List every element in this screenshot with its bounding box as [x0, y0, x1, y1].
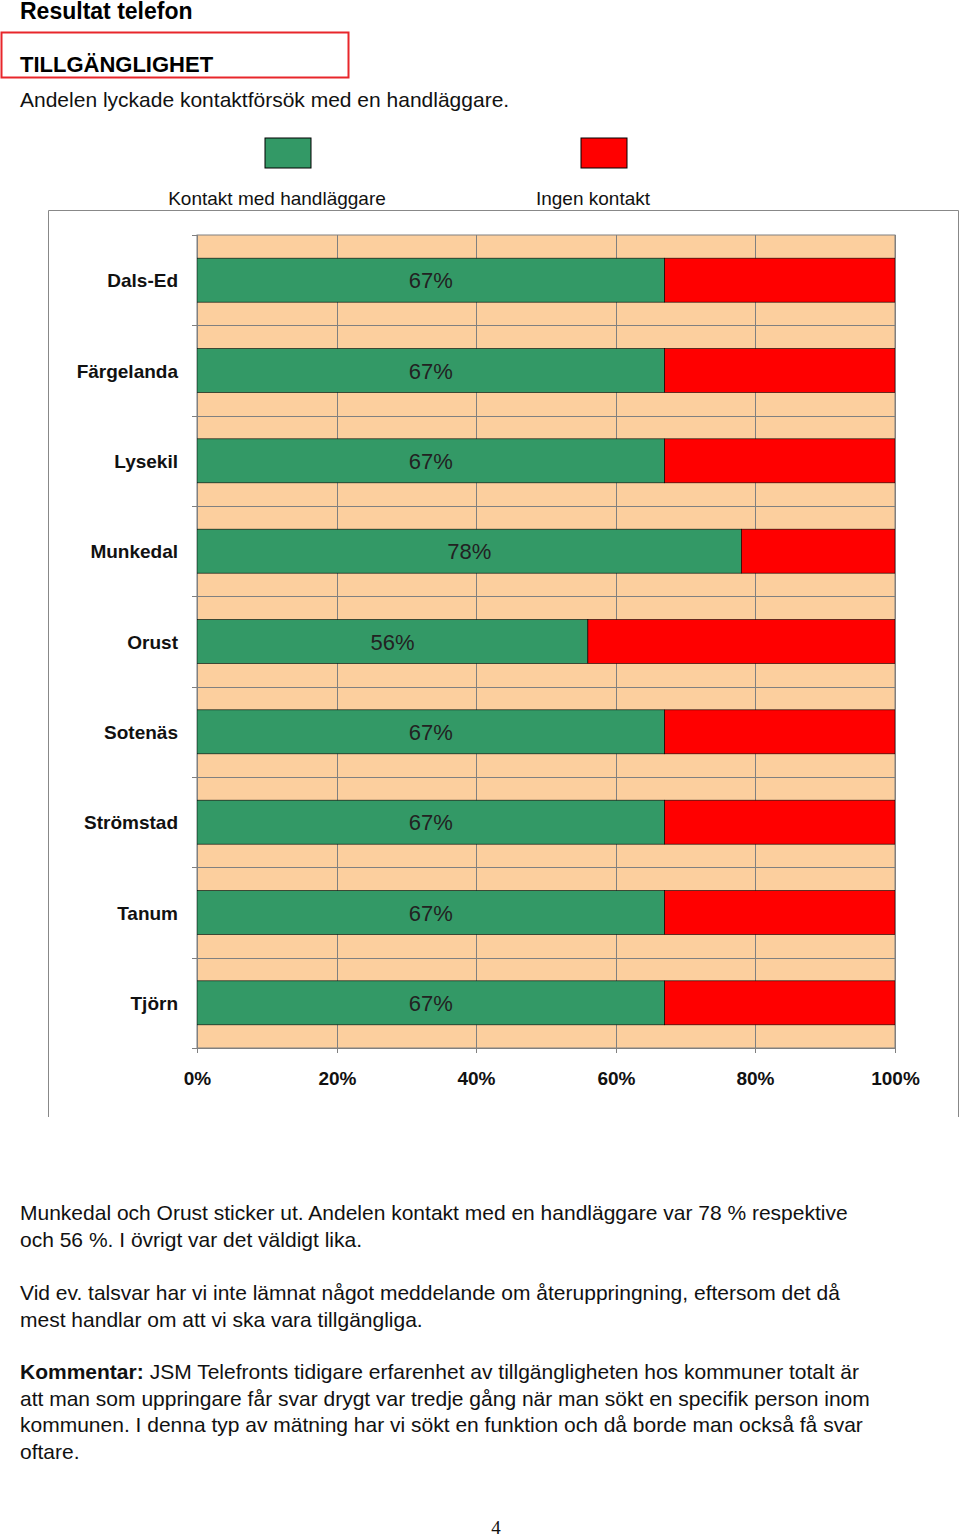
- value-tick: [616, 1048, 617, 1053]
- data-label: 67%: [409, 449, 453, 474]
- bar-segment: [197, 800, 665, 844]
- grid-line: [895, 235, 896, 1048]
- body-text: Vid ev. talsvar har vi inte lämnat något…: [20, 1281, 840, 1304]
- bar-segment: [588, 620, 895, 664]
- bar-segment: [197, 349, 665, 393]
- bar-segment: [665, 349, 895, 393]
- category-tick: [192, 687, 197, 688]
- band-line: [197, 958, 895, 959]
- tick-label: 20%: [318, 1068, 356, 1089]
- bar-segment: [665, 439, 895, 483]
- data-label: 78%: [447, 539, 491, 564]
- comment-label: Kommentar:: [20, 1360, 144, 1383]
- band-line: [197, 777, 895, 778]
- band-line: [197, 596, 895, 597]
- data-label: 67%: [409, 359, 453, 384]
- body-text: JSM Telefronts tidigare erfarenhet av ti…: [150, 1360, 859, 1383]
- category-tick: [192, 958, 197, 959]
- value-axis: [197, 1048, 895, 1049]
- category-label: Sotenäs: [104, 722, 178, 743]
- category-label: Munkedal: [90, 541, 178, 562]
- category-tick: [192, 867, 197, 868]
- legend-label: Kontakt med handläggare: [168, 188, 386, 209]
- category-label: Lysekil: [114, 451, 178, 472]
- body-text: och 56 %. I övrigt var det väldigt lika.: [20, 1228, 362, 1251]
- category-tick: [192, 325, 197, 326]
- section-box: [2, 33, 349, 78]
- category-tick: [192, 235, 197, 236]
- data-label: 67%: [409, 901, 453, 926]
- category-tick: [192, 777, 197, 778]
- page-number: 4: [491, 1517, 501, 1536]
- category-tick: [192, 1048, 197, 1049]
- band-line: [197, 867, 895, 868]
- tick-label: 0%: [184, 1068, 212, 1089]
- value-tick: [895, 1048, 896, 1053]
- page-title: Resultat telefon: [20, 0, 193, 24]
- data-label: 67%: [409, 268, 453, 293]
- category-tick: [192, 416, 197, 417]
- bar-segment: [665, 710, 895, 754]
- data-labels: 67% 67% 67% 78% 56% 67% 67% 67% 67%: [370, 268, 491, 1016]
- category-label: Tanum: [117, 903, 178, 924]
- category-label: Tjörn: [131, 993, 179, 1014]
- bar-segment: [665, 981, 895, 1025]
- category-label: Orust: [127, 632, 178, 653]
- section-title: TILLGÄNGLIGHET: [20, 52, 214, 77]
- body-text: att man som uppringare får svar drygt va…: [20, 1387, 870, 1410]
- body-text: kommunen. I denna typ av mätning har vi …: [20, 1413, 863, 1436]
- category-label: Färgelanda: [77, 361, 179, 382]
- page: Resultat telefon TILLGÄNGLIGHET Andelen ly…: [0, 0, 960, 1536]
- plot-area: [197, 235, 895, 1048]
- bar-segment: [665, 891, 895, 935]
- bar-segment: [741, 529, 895, 573]
- tick-label: 40%: [457, 1068, 495, 1089]
- bar-segment: [197, 891, 665, 935]
- tick-label: 80%: [736, 1068, 774, 1089]
- band-line: [197, 325, 895, 326]
- bar-segment: [197, 439, 665, 483]
- category-label: Dals-Ed: [107, 270, 178, 291]
- chart-frame: [49, 211, 959, 1118]
- category-tick: [192, 506, 197, 507]
- value-tick: [197, 1048, 198, 1053]
- data-label: 67%: [409, 810, 453, 835]
- legend-swatch: [581, 138, 627, 168]
- bar-segment: [197, 258, 665, 302]
- tick-label: 60%: [597, 1068, 635, 1089]
- data-label: 67%: [409, 991, 453, 1016]
- subtitle: Andelen lyckade kontaktförsök med en han…: [20, 88, 509, 111]
- legend-label: Ingen kontakt: [536, 188, 651, 209]
- body-text: Munkedal och Orust sticker ut. Andelen k…: [20, 1201, 848, 1224]
- bar-segment: [665, 800, 895, 844]
- bar-segment: [665, 258, 895, 302]
- value-tick: [476, 1048, 477, 1053]
- value-tick: [337, 1048, 338, 1053]
- bar-segment: [197, 529, 741, 573]
- bars: [197, 258, 895, 1025]
- band-line: [197, 506, 895, 507]
- category-label: Strömstad: [84, 812, 178, 833]
- band-line: [197, 687, 895, 688]
- body-text: mest handlar om att vi ska vara tillgäng…: [20, 1308, 423, 1331]
- legend-swatch: [265, 138, 311, 168]
- band-line: [197, 416, 895, 417]
- bar-segment: [197, 620, 588, 664]
- body-text: oftare.: [20, 1440, 80, 1463]
- bar-segment: [197, 710, 665, 754]
- bar-segment: [197, 981, 665, 1025]
- data-label: 67%: [409, 720, 453, 745]
- tick-label: 100%: [871, 1068, 920, 1089]
- value-tick: [755, 1048, 756, 1053]
- category-tick: [192, 596, 197, 597]
- data-label: 56%: [370, 630, 414, 655]
